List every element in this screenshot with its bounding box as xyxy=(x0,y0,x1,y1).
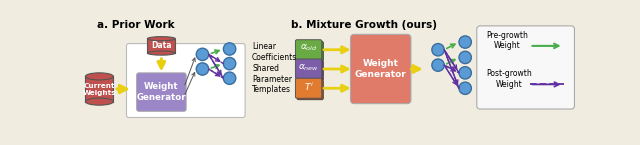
Ellipse shape xyxy=(85,73,113,80)
Text: Linear
Coefficients: Linear Coefficients xyxy=(252,42,298,62)
Text: Shared
Parameter
Templates: Shared Parameter Templates xyxy=(252,64,292,94)
Circle shape xyxy=(223,72,236,84)
FancyBboxPatch shape xyxy=(296,40,322,60)
Circle shape xyxy=(459,36,472,48)
Ellipse shape xyxy=(147,37,175,41)
Text: $\alpha_{old}$: $\alpha_{old}$ xyxy=(300,43,317,54)
Circle shape xyxy=(459,67,472,79)
FancyBboxPatch shape xyxy=(297,80,323,100)
FancyBboxPatch shape xyxy=(147,39,175,53)
Text: Weight
Generator: Weight Generator xyxy=(355,59,406,79)
Text: Weight
Generator: Weight Generator xyxy=(136,82,186,102)
Text: Current: Current xyxy=(84,83,115,89)
Ellipse shape xyxy=(147,51,175,55)
FancyBboxPatch shape xyxy=(296,59,322,79)
FancyBboxPatch shape xyxy=(297,41,323,61)
FancyBboxPatch shape xyxy=(297,60,323,80)
Ellipse shape xyxy=(85,98,113,105)
FancyBboxPatch shape xyxy=(477,26,575,109)
Text: b. Mixture Growth (ours): b. Mixture Growth (ours) xyxy=(291,20,437,30)
Circle shape xyxy=(196,63,209,75)
Circle shape xyxy=(432,44,444,56)
Text: Weights: Weights xyxy=(83,90,116,96)
Text: Pre-growth
Weight: Pre-growth Weight xyxy=(486,31,528,50)
Circle shape xyxy=(432,59,444,71)
Text: a. Prior Work: a. Prior Work xyxy=(97,20,175,30)
FancyBboxPatch shape xyxy=(127,44,245,117)
Circle shape xyxy=(459,51,472,64)
FancyBboxPatch shape xyxy=(296,78,322,98)
Text: $T^i$: $T^i$ xyxy=(303,80,314,93)
Circle shape xyxy=(196,48,209,60)
Circle shape xyxy=(459,82,472,94)
FancyBboxPatch shape xyxy=(85,76,113,102)
Text: Post-growth
Weight: Post-growth Weight xyxy=(486,69,532,89)
Circle shape xyxy=(223,43,236,55)
FancyBboxPatch shape xyxy=(351,34,411,104)
Text: $\alpha_{new}$: $\alpha_{new}$ xyxy=(298,62,319,73)
Circle shape xyxy=(223,57,236,70)
Text: Data: Data xyxy=(151,41,172,50)
FancyBboxPatch shape xyxy=(136,73,186,111)
